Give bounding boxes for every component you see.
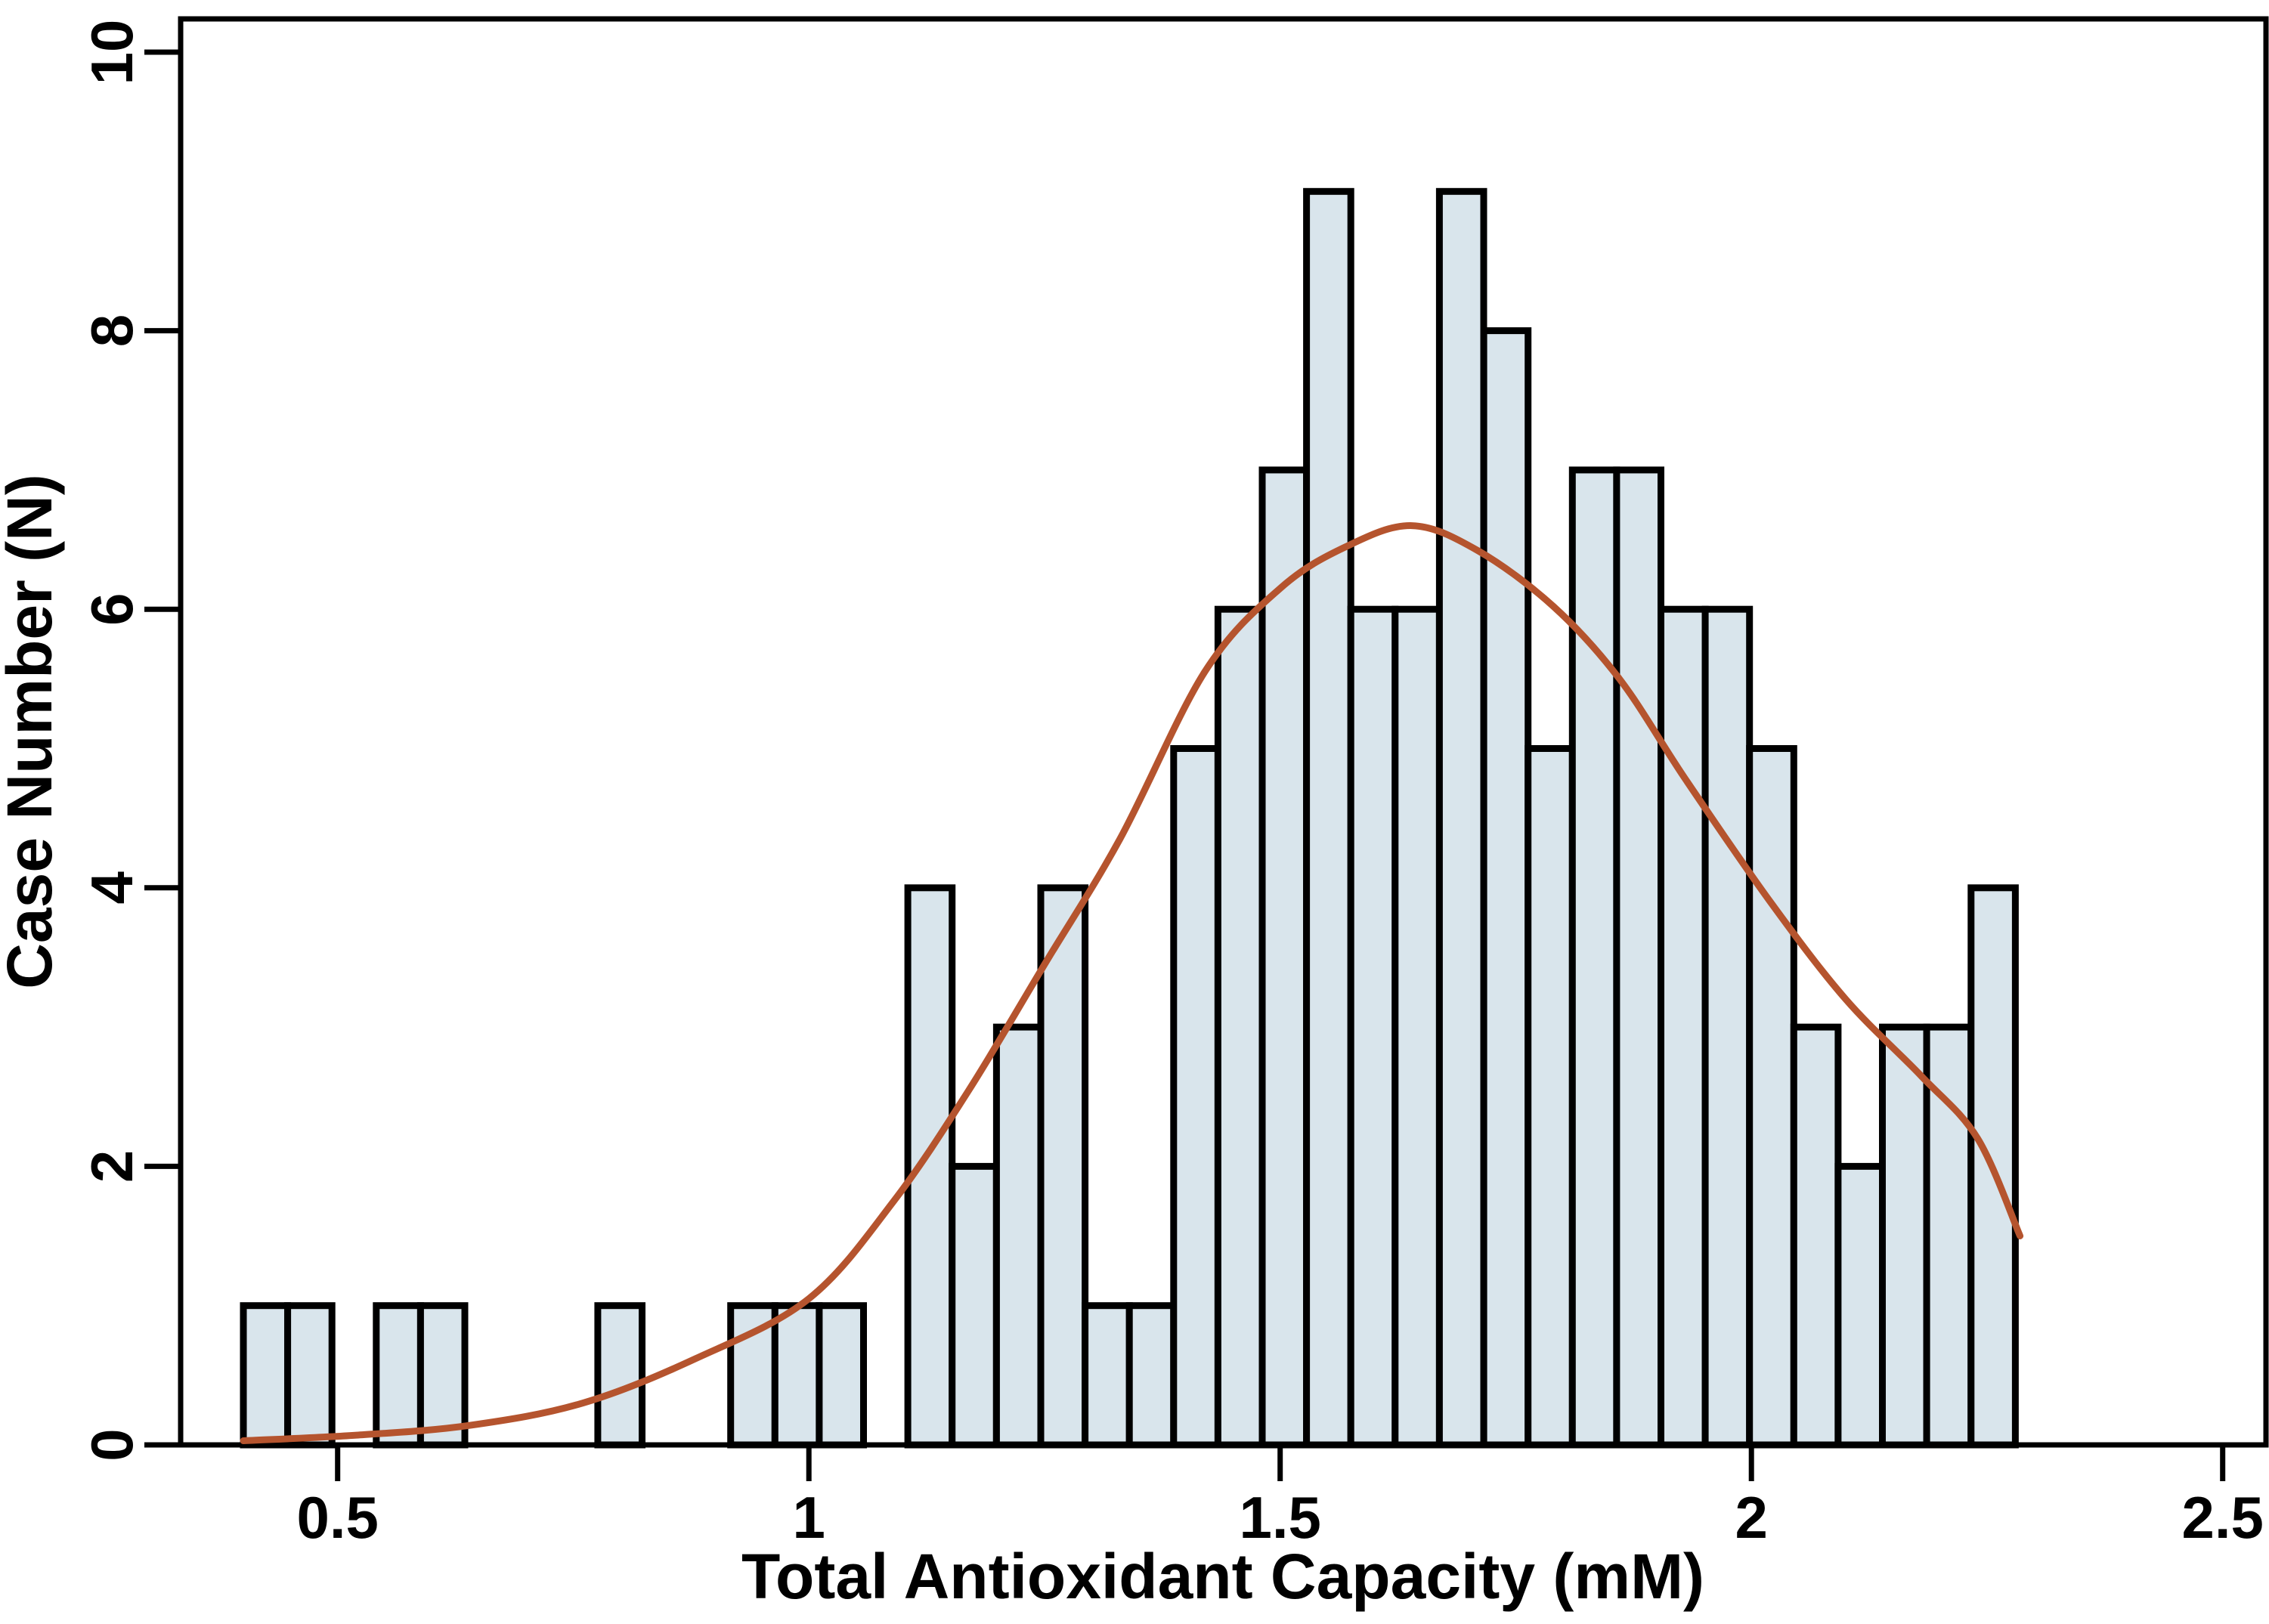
x-axis-title: Total Antioxidant Capacity (mM): [741, 1541, 1704, 1612]
x-tick-label: 0.5: [296, 1484, 378, 1551]
histogram-bar: [1879, 1023, 1930, 1449]
histogram-bar: [240, 1302, 292, 1449]
histogram-bar: [1613, 466, 1664, 1449]
histogram-bar: [1568, 466, 1620, 1449]
histogram-bar: [771, 1302, 823, 1449]
y-axis-ticks: 0 2 4 6 8 10: [79, 20, 181, 1462]
histogram-bar: [1347, 605, 1399, 1449]
y-tick-label: 8: [79, 314, 145, 347]
histogram-bar: [1214, 605, 1266, 1449]
x-axis-ticks: 0.5 1 1.5 2 2.5: [296, 1445, 2264, 1551]
y-tick-label: 4: [79, 871, 145, 904]
histogram-bar: [992, 1023, 1045, 1449]
histogram-bar: [1701, 605, 1754, 1449]
histogram-bar: [1834, 1162, 1886, 1449]
y-tick-label: 2: [79, 1150, 145, 1183]
histogram-bar: [1435, 187, 1487, 1449]
histogram-bar: [284, 1302, 336, 1449]
x-tick-label: 2.5: [2181, 1484, 2263, 1551]
x-tick-label: 2: [1735, 1484, 1768, 1551]
histogram-bar: [816, 1302, 868, 1449]
histogram-bar: [1480, 327, 1532, 1449]
x-tick-label: 1: [793, 1484, 825, 1551]
histogram-bar: [1037, 884, 1089, 1449]
histogram-bar: [1170, 745, 1221, 1449]
histogram-bar: [1967, 884, 2019, 1449]
x-tick-label: 1.5: [1239, 1484, 1320, 1551]
histogram-bar: [1391, 605, 1443, 1449]
y-tick-label: 6: [79, 593, 145, 626]
histogram-bar: [1658, 605, 1709, 1449]
histogram-bar: [1258, 466, 1311, 1449]
y-axis-title: Case Number (N): [0, 474, 65, 988]
histogram-bar: [1790, 1023, 1842, 1449]
histogram-bar: [949, 1162, 1000, 1449]
histogram-bar: [594, 1302, 646, 1449]
histogram-bar: [1125, 1302, 1178, 1449]
histogram-bars: [240, 187, 2019, 1449]
y-tick-label: 10: [79, 20, 145, 85]
histogram-bar: [904, 884, 956, 1449]
y-tick-label: 0: [79, 1428, 145, 1461]
histogram-bar: [1525, 745, 1576, 1449]
histogram-bar: [1746, 745, 1797, 1449]
density-curve: [240, 522, 2024, 1444]
histogram-bar: [416, 1302, 469, 1449]
histogram-bar: [1082, 1302, 1133, 1449]
histogram-bar: [373, 1302, 424, 1449]
histogram-bar: [1303, 187, 1354, 1449]
density-curve-group: [240, 522, 2024, 1444]
